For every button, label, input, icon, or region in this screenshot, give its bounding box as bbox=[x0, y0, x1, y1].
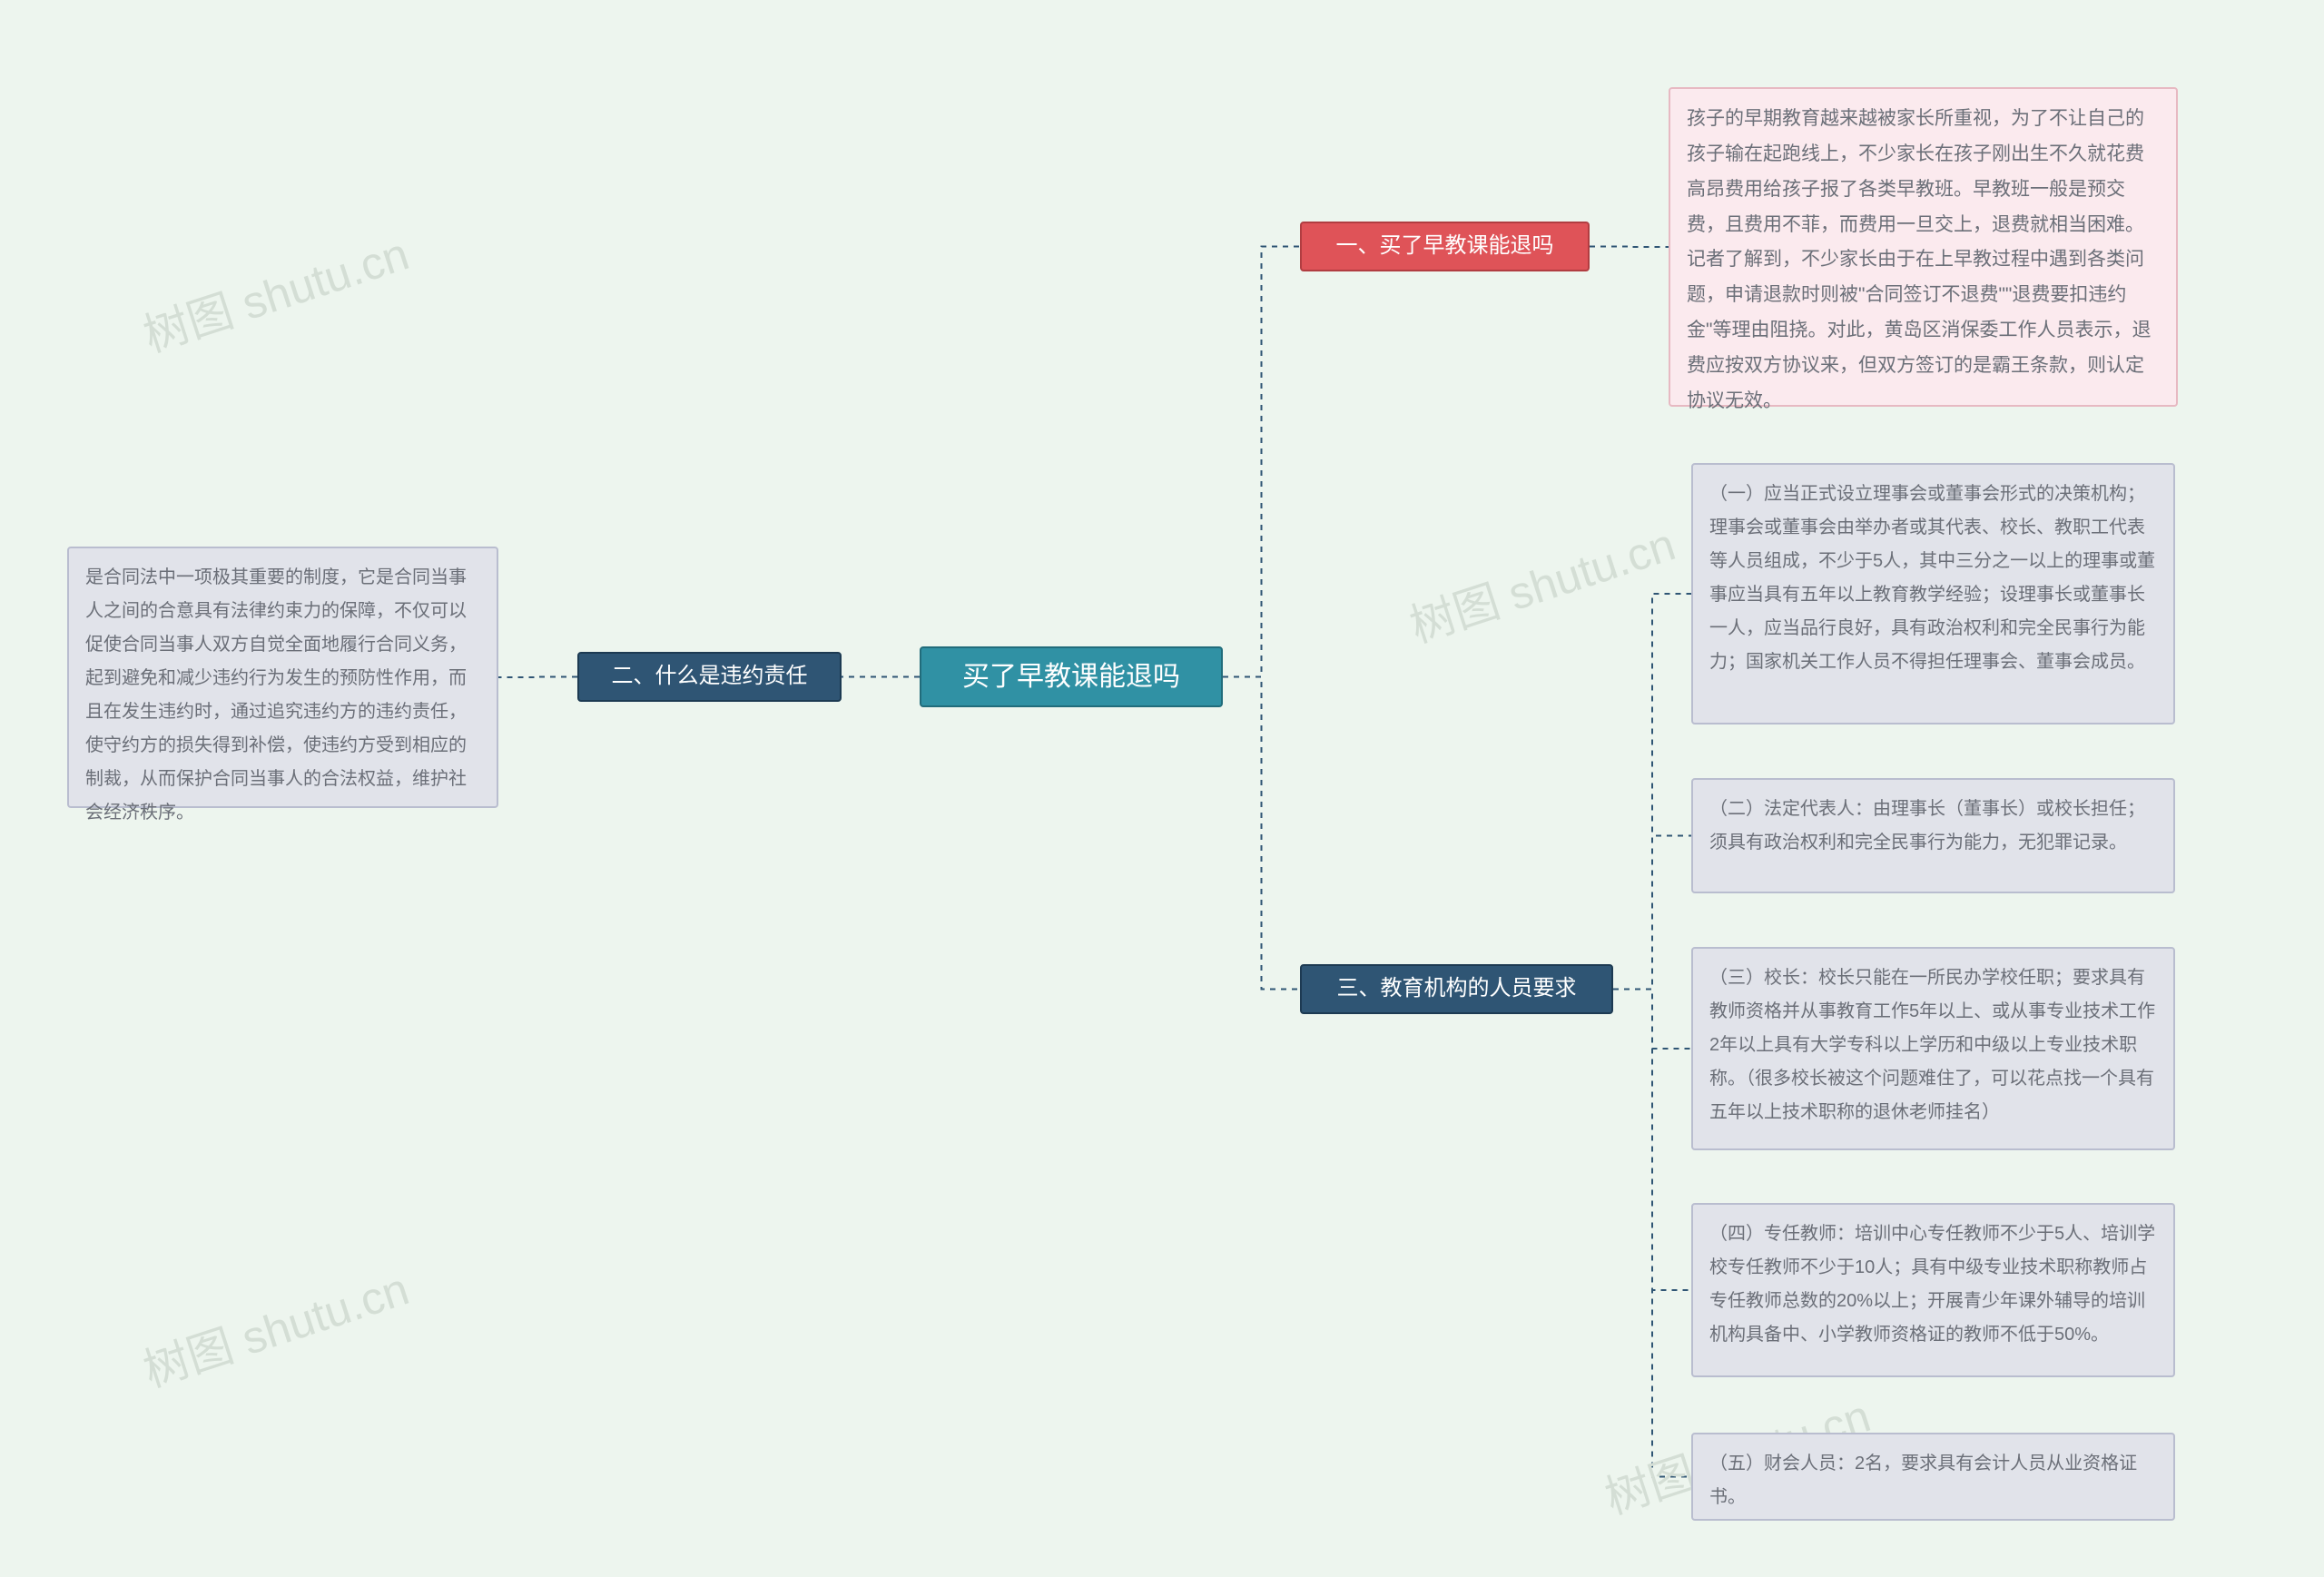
leaf-node-2[interactable]: 是合同法中一项极其重要的制度，它是合同当事人之间的合意具有法律约束力的保障，不仅… bbox=[67, 547, 498, 808]
branch-node-1[interactable]: 一、买了早教课能退吗 bbox=[1300, 222, 1590, 271]
branch-node-3[interactable]: 三、教育机构的人员要求 bbox=[1300, 964, 1613, 1014]
mindmap-canvas: 树图 shutu.cn 树图 shutu.cn 树图 shutu.cn 树图 s… bbox=[0, 0, 2324, 1577]
connector bbox=[1613, 990, 1691, 1291]
leaf-node-3e-text: （五）财会人员：2名，要求具有会计人员从业资格证书。 bbox=[1693, 1434, 2173, 1527]
branch-node-1-label: 一、买了早教课能退吗 bbox=[1336, 229, 1554, 263]
connector bbox=[498, 677, 577, 678]
watermark: 树图 shutu.cn bbox=[134, 218, 416, 365]
connector bbox=[1613, 990, 1691, 1477]
leaf-node-3b[interactable]: （二）法定代表人：由理事长（董事长）或校长担任；须具有政治权利和完全民事行为能力… bbox=[1691, 778, 2175, 893]
connector bbox=[1613, 990, 1691, 1050]
leaf-node-3a-text: （一）应当正式设立理事会或董事会形式的决策机构；理事会或董事会由举办者或其代表、… bbox=[1693, 465, 2173, 692]
branch-node-3-label: 三、教育机构的人员要求 bbox=[1337, 971, 1577, 1006]
leaf-node-3d[interactable]: （四）专任教师：培训中心专任教师不少于5人、培训学校专任教师不少于10人；具有中… bbox=[1691, 1203, 2175, 1377]
leaf-node-3e[interactable]: （五）财会人员：2名，要求具有会计人员从业资格证书。 bbox=[1691, 1433, 2175, 1521]
connector bbox=[1613, 836, 1691, 990]
leaf-node-1[interactable]: 孩子的早期教育越来越被家长所重视，为了不让自己的孩子输在起跑线上，不少家长在孩子… bbox=[1669, 87, 2178, 407]
leaf-node-3c-text: （三）校长：校长只能在一所民办学校任职；要求具有教师资格并从事教育工作5年以上、… bbox=[1693, 949, 2173, 1142]
connector bbox=[1590, 247, 1669, 248]
watermark: 树图 shutu.cn bbox=[134, 1253, 416, 1400]
branch-node-2[interactable]: 二、什么是违约责任 bbox=[577, 652, 842, 702]
leaf-node-3b-text: （二）法定代表人：由理事长（董事长）或校长担任；须具有政治权利和完全民事行为能力… bbox=[1693, 780, 2173, 872]
central-topic[interactable]: 买了早教课能退吗 bbox=[920, 646, 1223, 707]
watermark: 树图 shutu.cn bbox=[1401, 508, 1682, 655]
branch-node-2-label: 二、什么是违约责任 bbox=[612, 659, 808, 694]
central-topic-label: 买了早教课能退吗 bbox=[962, 655, 1180, 699]
leaf-node-2-text: 是合同法中一项极其重要的制度，它是合同当事人之间的合意具有法律约束力的保障，不仅… bbox=[69, 548, 497, 843]
leaf-node-3c[interactable]: （三）校长：校长只能在一所民办学校任职；要求具有教师资格并从事教育工作5年以上、… bbox=[1691, 947, 2175, 1150]
connector bbox=[1223, 247, 1300, 677]
connector bbox=[1223, 677, 1300, 990]
leaf-node-1-text: 孩子的早期教育越来越被家长所重视，为了不让自己的孩子输在起跑线上，不少家长在孩子… bbox=[1670, 89, 2176, 432]
leaf-node-3a[interactable]: （一）应当正式设立理事会或董事会形式的决策机构；理事会或董事会由举办者或其代表、… bbox=[1691, 463, 2175, 724]
leaf-node-3d-text: （四）专任教师：培训中心专任教师不少于5人、培训学校专任教师不少于10人；具有中… bbox=[1693, 1205, 2173, 1365]
connector bbox=[1613, 594, 1691, 990]
